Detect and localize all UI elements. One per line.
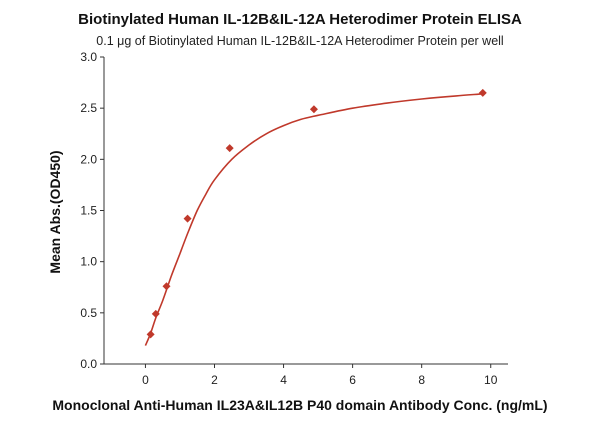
x-tick-label: 6 — [349, 373, 356, 387]
y-tick-label: 1.5 — [80, 204, 97, 218]
y-tick-label: 0.5 — [80, 306, 97, 320]
fit-curve-line — [144, 93, 483, 346]
data-point — [183, 214, 192, 223]
x-tick-label: 0 — [142, 373, 149, 387]
y-tick-label: 3.0 — [80, 50, 97, 64]
x-tick-label: 2 — [211, 373, 218, 387]
data-points — [146, 88, 487, 339]
x-tick-label: 4 — [280, 373, 287, 387]
data-point — [151, 309, 160, 318]
y-tick-label: 2.0 — [80, 152, 97, 166]
chart-title: Biotinylated Human IL-12B&IL-12A Heterod… — [78, 11, 522, 28]
y-tick-label: 0.0 — [80, 357, 97, 371]
x-axis-label: Monoclonal Anti-Human IL23A&IL12B P40 do… — [52, 397, 547, 413]
data-point — [162, 282, 171, 291]
x-tick-label: 8 — [418, 373, 425, 387]
data-point — [225, 144, 234, 153]
chart-subtitle: 0.1 μg of Biotinylated Human IL-12B&IL-1… — [96, 34, 503, 48]
data-point — [309, 105, 318, 114]
data-point — [146, 330, 155, 339]
y-axis-label: Mean Abs.(OD450) — [47, 150, 63, 273]
y-tick-label: 1.0 — [80, 255, 97, 269]
x-tick-label: 10 — [484, 373, 498, 387]
y-axis-ticks: 0.0 0.5 1.0 1.5 2.0 2.5 3.0 — [80, 50, 104, 371]
x-axis-ticks: 0 2 4 6 8 10 — [142, 364, 498, 387]
data-point — [478, 88, 487, 97]
y-tick-label: 2.5 — [80, 101, 97, 115]
